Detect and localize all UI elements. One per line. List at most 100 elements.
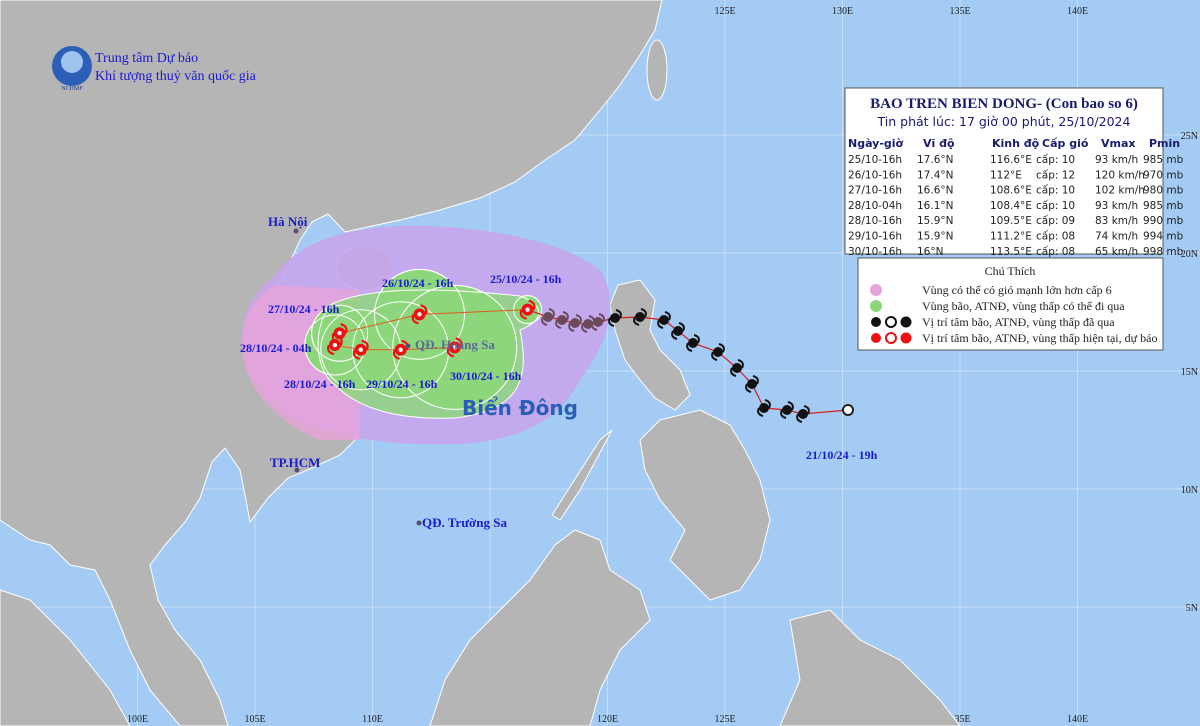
longitude-label: 110E	[362, 714, 383, 725]
table-cell: cấp: 08	[1036, 246, 1075, 258]
track-time-label: 29/10/24 - 16h	[366, 377, 438, 391]
sumatra	[0, 589, 131, 726]
past-position-tail	[796, 405, 810, 423]
legend-swatch	[870, 300, 882, 312]
place-dot	[293, 228, 299, 234]
info-panel	[844, 87, 1164, 255]
forecast-position-eye	[398, 347, 403, 352]
legend-swatch	[900, 316, 912, 328]
table-cell: 93 km/h	[1095, 154, 1138, 166]
table-cell: 27/10-16h	[848, 185, 902, 197]
table-cell: 102 km/h	[1095, 185, 1145, 197]
info-box: BAO TREN BIEN DONG- (Con bao so 6) Tin p…	[844, 87, 1184, 258]
longitude-label: 140E	[1067, 714, 1088, 725]
forecast-position-eye	[525, 307, 530, 312]
longitude-label: 135E	[949, 714, 970, 725]
legend-swatch	[885, 316, 897, 328]
past-position-tail	[555, 311, 569, 329]
map-labels: Hà Nội QĐ. Hoàng Sa TP.HCM QĐ. Trường Sa Biể…	[240, 214, 878, 530]
info-title: BAO TREN BIEN DONG- (Con bao so 6)	[870, 96, 1138, 112]
longitude-label: 120E	[597, 714, 618, 725]
table-cell: 112°E	[990, 169, 1022, 181]
table-header: Vĩ độ	[923, 137, 955, 150]
longitude-label: 105E	[244, 714, 265, 725]
past-position-tail	[686, 334, 700, 352]
table-cell: 985 mb	[1143, 154, 1184, 166]
place-dot	[405, 343, 411, 349]
past-position	[543, 312, 553, 322]
table-cell: 28/10-16h	[848, 215, 902, 227]
table-cell: 109.5°E	[990, 215, 1032, 227]
table-cell: 25/10-16h	[848, 154, 902, 166]
track-time-label: 28/10/24 - 16h	[284, 377, 356, 391]
table-header: Pmin	[1149, 137, 1180, 150]
forecast-position-eye	[337, 331, 342, 336]
past-position	[673, 326, 683, 336]
past-position-tail	[541, 308, 555, 326]
forecast-position-tail	[446, 337, 463, 358]
legend-label: Vị trí tâm bão, ATNĐ, vùng thấp đã qua	[922, 315, 1115, 329]
table-header: Cấp gió	[1042, 137, 1089, 150]
past-position	[570, 318, 580, 328]
past-position	[688, 338, 698, 348]
longitude-label: 130E	[832, 6, 853, 17]
longitude-label: 100E	[127, 714, 148, 725]
issued-time: Tin phát lúc: 17 giờ 00 phút, 25/10/2024	[877, 114, 1131, 129]
visayas-mindanao	[639, 409, 771, 601]
legend-swatch	[870, 284, 882, 296]
table-cell: 26/10-16h	[848, 169, 902, 181]
place-label: TP.HCM	[270, 455, 320, 470]
past-position-tail	[671, 322, 685, 340]
storm-zone-outline	[311, 304, 369, 362]
past-position	[593, 317, 603, 327]
table-cell: 970 mb	[1143, 169, 1184, 181]
place-label: QĐ. Hoàng Sa	[415, 337, 495, 352]
past-position-tail	[757, 399, 771, 417]
table-cell: 17.4°N	[917, 169, 953, 181]
track-time-label: 21/10/24 - 19h	[806, 448, 878, 462]
forecast-position-eye	[417, 312, 422, 317]
forecast-position-eye	[332, 342, 338, 348]
legend-label: Vị trí tâm bão, ATNĐ, vùng thấp hiện tại…	[922, 331, 1157, 345]
past-position	[635, 312, 645, 322]
forecast-position-tail	[326, 334, 343, 356]
track-time-label: 26/10/24 - 16h	[382, 276, 454, 290]
past-track	[527, 308, 854, 423]
table-cell: 111.2°E	[990, 231, 1032, 243]
track-time-label: 27/10/24 - 16h	[268, 302, 340, 316]
past-position-tail	[745, 375, 759, 393]
past-position	[798, 409, 808, 419]
past-position-tail	[657, 311, 671, 329]
table-cell: 990 mb	[1143, 215, 1184, 227]
table-cell: 120 km/h	[1095, 169, 1145, 181]
past-position-tail	[568, 314, 582, 332]
past-position-tail	[608, 309, 622, 327]
track-time-label: 28/10/24 - 04h	[240, 341, 312, 355]
table-cell: cấp: 09	[1036, 215, 1075, 227]
forecast-position-eye	[358, 347, 363, 352]
longitude-label: 125E	[714, 714, 735, 725]
info-table: Ngày-giờ Vĩ độ Kinh độ Cấp gió Vmax Pmin 25/10…	[848, 137, 1184, 258]
table-cell: 980 mb	[1143, 185, 1184, 197]
legend-label: Vùng có thể có gió mạnh lớn hơn cấp 6	[922, 283, 1112, 297]
table-cell: 93 km/h	[1095, 200, 1138, 212]
latitude-label: 15N	[1181, 367, 1198, 378]
logo-inner	[61, 51, 83, 73]
borneo	[429, 529, 651, 726]
storm-zone-outline	[513, 295, 543, 325]
table-cell: 28/10-04h	[848, 200, 902, 212]
table-cell: 108.6°E	[990, 185, 1032, 197]
past-position	[610, 313, 620, 323]
past-position	[659, 315, 669, 325]
legend-swatch	[885, 332, 897, 344]
latitude-label: 10N	[1181, 485, 1198, 496]
forecast-position-tail	[352, 339, 369, 360]
forecast-track	[326, 299, 536, 360]
place-dot	[416, 520, 422, 526]
palawan	[551, 429, 613, 521]
past-position	[583, 319, 593, 329]
legend-swatch	[871, 317, 881, 327]
place-label: QĐ. Trường Sa	[422, 515, 507, 530]
